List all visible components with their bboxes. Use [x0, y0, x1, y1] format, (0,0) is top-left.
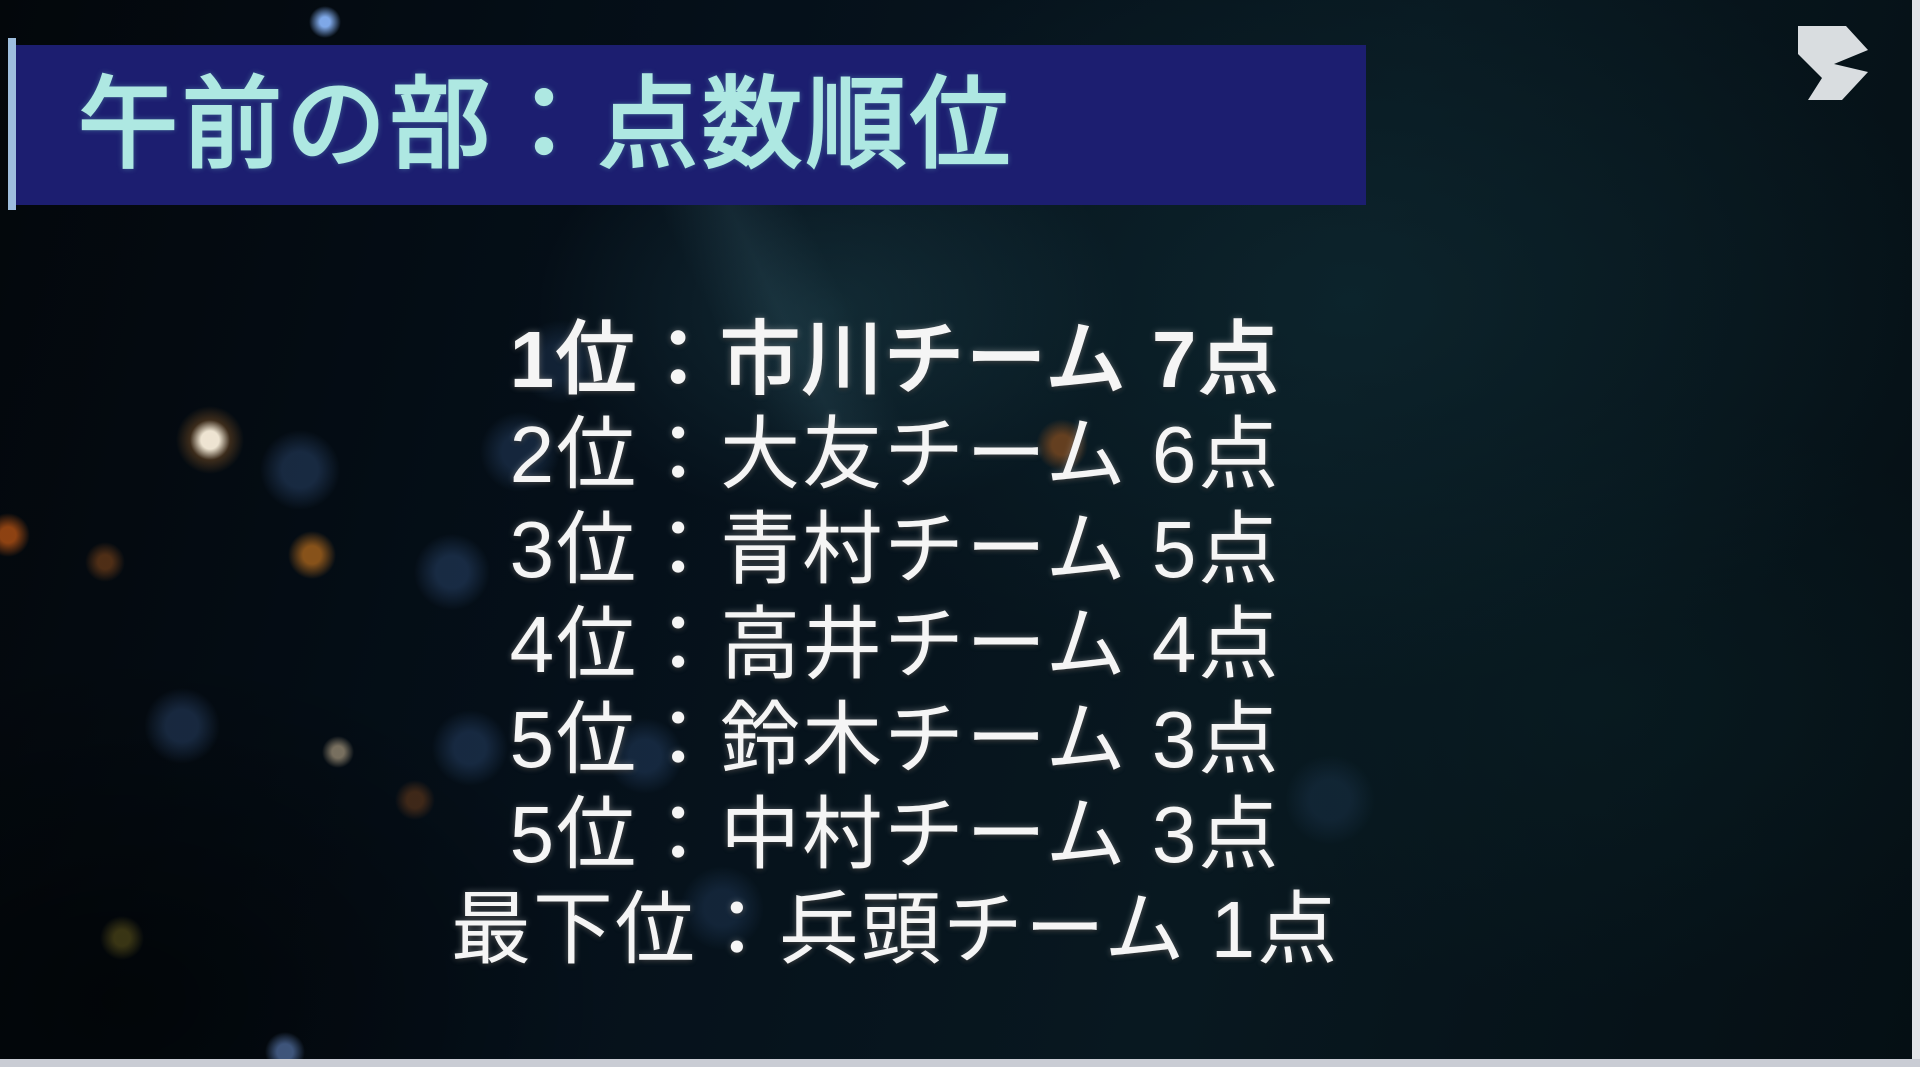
banner-accent-bar — [8, 38, 16, 210]
ranking-row: 最下位：兵頭チーム 1点 — [450, 885, 1340, 974]
page-title: 午前の部：点数順位 — [78, 69, 1014, 181]
ranking-row: 5位：鈴木チーム 3点 — [509, 695, 1281, 784]
rankings-list: 1位：市川チーム 7点 2位：大友チーム 6点 3位：青村チーム 5点 4位：高井チー… — [0, 312, 1790, 977]
ranking-row: 2位：大友チーム 6点 — [509, 410, 1281, 499]
zigzag-logo-icon — [1798, 26, 1868, 100]
title-banner: 午前の部：点数順位 — [16, 45, 1366, 205]
ranking-row: 4位：高井チーム 4点 — [509, 600, 1281, 689]
frame-edge-right — [1912, 0, 1920, 1067]
frame-edge-bottom — [0, 1059, 1920, 1067]
ranking-row: 1位：市川チーム 7点 — [509, 315, 1281, 404]
ranking-row: 5位：中村チーム 3点 — [509, 790, 1281, 879]
ranking-row: 3位：青村チーム 5点 — [509, 505, 1281, 594]
